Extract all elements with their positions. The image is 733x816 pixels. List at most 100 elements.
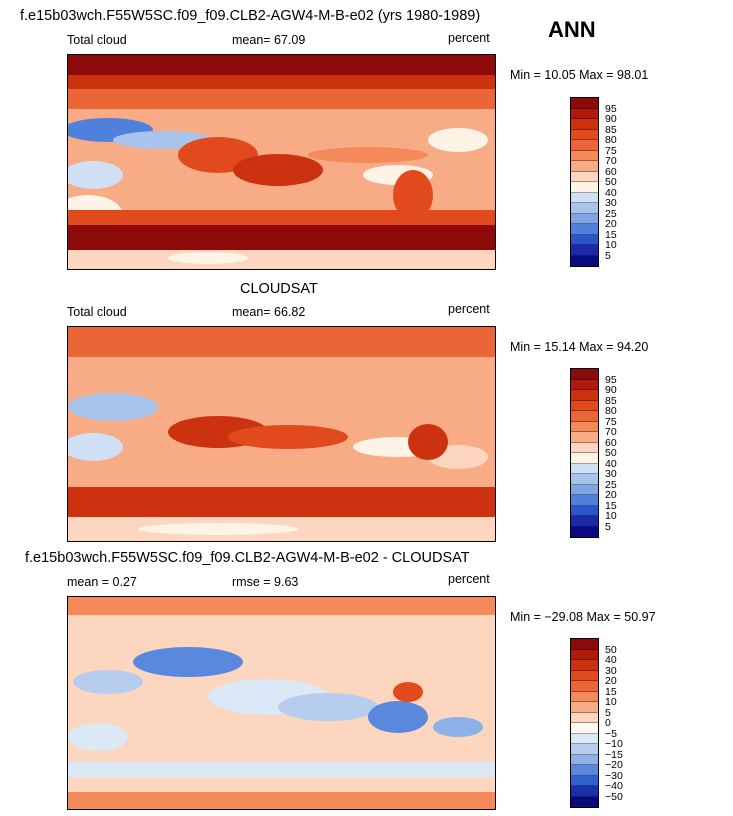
colorbar-swatch: [571, 411, 598, 422]
colorbar-swatch: [571, 484, 598, 495]
colorbar-swatch: [571, 505, 598, 516]
colorbar-label: −5: [605, 727, 617, 740]
colorbar-model: [570, 97, 599, 267]
colorbar-difference: [570, 638, 599, 808]
colorbar-label: 20: [605, 218, 617, 230]
title-difference: f.e15b03wch.F55W5SC.f09_f09.CLB2-AGW4-M-…: [25, 550, 470, 566]
panel2-mean: mean= 66.82: [232, 305, 306, 319]
colorbar-label: 15: [605, 228, 617, 241]
colorbar-label: −30: [605, 769, 623, 782]
map-model-total-cloud: [67, 54, 496, 270]
panel1-variable: Total cloud: [67, 33, 127, 47]
colorbar-swatch: [571, 702, 598, 713]
colorbar-swatch: [571, 379, 598, 390]
colorbar-swatch: [571, 639, 598, 650]
colorbar-swatch: [571, 213, 598, 224]
colorbar-label: 40: [605, 457, 617, 470]
colorbar-swatch: [571, 474, 598, 485]
colorbar-label: 15: [605, 499, 617, 512]
colorbar-label: −50: [605, 790, 623, 803]
colorbar-label: 5: [605, 706, 611, 719]
colorbar-swatch: [571, 421, 598, 432]
colorbar-swatch: [571, 775, 598, 786]
colorbar-swatch: [571, 723, 598, 734]
colorbar-label: 10: [605, 239, 617, 251]
colorbar-label: 25: [605, 207, 617, 220]
colorbar-swatch: [571, 681, 598, 692]
colorbar-swatch: [571, 390, 598, 401]
colorbar-swatch: [571, 765, 598, 776]
colorbar-label: 10: [605, 510, 617, 522]
colorbar-label: 70: [605, 426, 617, 438]
colorbar-label: 95: [605, 102, 617, 115]
colorbar-label: 75: [605, 144, 617, 157]
colorbar-label: 20: [605, 489, 617, 501]
colorbar-swatch: [571, 140, 598, 151]
colorbar-swatch: [571, 495, 598, 506]
colorbar-swatch: [571, 744, 598, 755]
panel2-minmax: Min = 15.14 Max = 94.20: [510, 340, 649, 354]
colorbar-label: 90: [605, 384, 617, 396]
colorbar-swatch: [571, 98, 598, 109]
colorbar-label: 80: [605, 134, 617, 146]
colorbar-label: 50: [605, 643, 617, 656]
colorbar-swatch: [571, 400, 598, 411]
panel1-mean: mean= 67.09: [232, 33, 306, 47]
colorbar-label: −10: [605, 738, 623, 750]
colorbar-swatch: [571, 442, 598, 453]
colorbar-swatch: [571, 161, 598, 172]
colorbar-label: 40: [605, 654, 617, 666]
map-difference: [67, 596, 496, 810]
colorbar-label: 85: [605, 394, 617, 407]
colorbar-swatch: [571, 234, 598, 245]
colorbar-label: 10: [605, 696, 617, 708]
colorbar-label: 30: [605, 468, 617, 480]
colorbar-label: 95: [605, 373, 617, 386]
colorbar-label: 20: [605, 675, 617, 687]
colorbar-label: −40: [605, 780, 623, 792]
colorbar-swatch: [571, 649, 598, 660]
panel1-minmax: Min = 10.05 Max = 98.01: [510, 68, 649, 82]
colorbar-swatch: [571, 516, 598, 527]
season-label: ANN: [548, 17, 596, 42]
colorbar-label: 30: [605, 197, 617, 209]
panel2-units: percent: [448, 302, 490, 316]
colorbar-swatch: [571, 203, 598, 214]
colorbar-swatch: [571, 119, 598, 130]
colorbar-swatch: [571, 245, 598, 256]
colorbar-swatch: [571, 171, 598, 182]
colorbar-swatch: [571, 733, 598, 744]
colorbar-label: 60: [605, 436, 617, 449]
colorbar-label: 25: [605, 478, 617, 491]
colorbar-label: 50: [605, 176, 617, 188]
colorbar-swatch: [571, 526, 598, 537]
colorbar-swatch: [571, 182, 598, 193]
panel3-rmse: rmse = 9.63: [232, 575, 299, 589]
colorbar-label: 5: [605, 520, 611, 533]
colorbar-label: −15: [605, 748, 623, 761]
colorbar-cloudsat: [570, 368, 599, 538]
panel3-units: percent: [448, 572, 490, 586]
colorbar-label: 85: [605, 123, 617, 136]
colorbar-swatch: [571, 432, 598, 443]
colorbar-swatch: [571, 670, 598, 681]
colorbar-swatch: [571, 108, 598, 119]
title-cloudsat: CLOUDSAT: [240, 281, 318, 297]
colorbar-swatch: [571, 192, 598, 203]
colorbar-label: 5: [605, 249, 611, 262]
colorbar-swatch: [571, 255, 598, 266]
colorbar-swatch: [571, 150, 598, 161]
colorbar-label: 70: [605, 155, 617, 167]
colorbar-swatch: [571, 463, 598, 474]
colorbar-swatch: [571, 129, 598, 140]
colorbar-swatch: [571, 660, 598, 671]
colorbar-swatch: [571, 786, 598, 797]
panel1-units: percent: [448, 31, 490, 45]
colorbar-label: 90: [605, 113, 617, 125]
colorbar-label: −20: [605, 759, 623, 771]
panel3-mean: mean = 0.27: [67, 575, 137, 589]
colorbar-label: 60: [605, 165, 617, 178]
colorbar-swatch: [571, 224, 598, 235]
colorbar-label: 80: [605, 405, 617, 417]
colorbar-label: 30: [605, 664, 617, 677]
